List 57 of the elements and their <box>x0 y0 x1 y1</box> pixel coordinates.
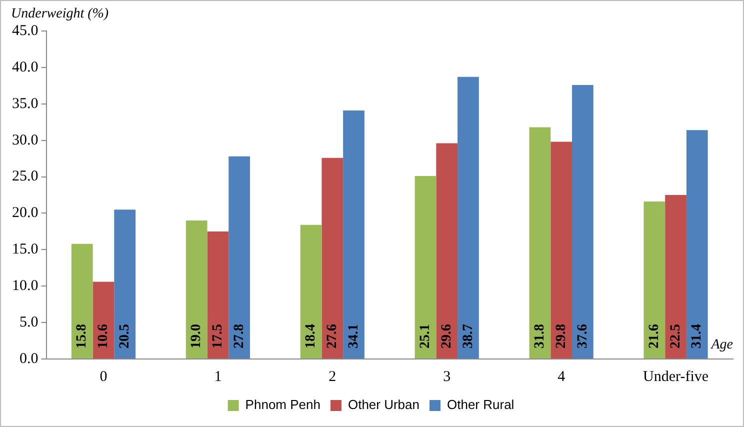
data-label: 18.4 <box>304 324 319 348</box>
data-label: 27.6 <box>325 324 340 348</box>
data-label: 31.8 <box>532 324 548 348</box>
bar <box>458 76 479 358</box>
data-label: 22.5 <box>668 324 684 348</box>
data-label: 20.5 <box>117 324 132 348</box>
data-label: 21.6 <box>647 324 662 348</box>
data-label: 17.5 <box>210 324 226 348</box>
data-label: 15.8 <box>74 324 90 348</box>
bar <box>414 176 436 358</box>
x-tick-label: Under-five <box>643 368 709 385</box>
x-tick-label: 3 <box>443 368 451 385</box>
y-tick-label: 5.0 <box>20 314 38 330</box>
y-axis-title: Underweight (%) <box>11 6 109 22</box>
bar <box>114 210 136 358</box>
bar <box>322 158 344 358</box>
y-tick-label: 0.0 <box>20 350 38 367</box>
data-label: 34.1 <box>346 324 362 348</box>
legend-label: Other Urban <box>348 397 420 412</box>
x-axis-title: Age <box>710 338 733 353</box>
y-tick-label: 25.0 <box>12 168 38 185</box>
y-tick-label: 15.0 <box>12 242 38 258</box>
bar <box>644 202 666 358</box>
bar <box>228 156 250 358</box>
y-tick-label: 40.0 <box>12 59 38 76</box>
bar <box>186 220 208 358</box>
y-tick-label: 20.0 <box>12 205 38 222</box>
x-tick-label: 0 <box>100 368 108 385</box>
data-label: 10.6 <box>96 324 112 348</box>
legend-label: Other Rural <box>447 397 514 412</box>
data-label: 29.8 <box>554 324 569 348</box>
data-label: 27.8 <box>232 324 247 348</box>
data-label: 19.0 <box>189 324 204 348</box>
data-label: 25.1 <box>418 324 434 348</box>
x-tick-label: 4 <box>558 368 566 385</box>
y-tick-label: 10.0 <box>12 278 38 294</box>
bar <box>300 224 322 358</box>
bar <box>92 282 114 358</box>
x-tick-label: 2 <box>328 368 336 385</box>
y-tick-label: 35.0 <box>12 96 38 112</box>
bar <box>343 110 364 358</box>
legend-label: Phnom Penh <box>245 397 320 412</box>
bar <box>550 142 572 358</box>
bar <box>207 231 229 358</box>
data-label: 37.6 <box>575 324 590 348</box>
y-tick-label: 45.0 <box>12 22 38 39</box>
bar <box>436 143 458 358</box>
bar <box>665 195 686 358</box>
x-tick-label: 1 <box>214 368 222 385</box>
data-label: 38.7 <box>460 324 476 348</box>
bar <box>71 244 93 358</box>
bar <box>686 130 708 358</box>
bar <box>572 84 594 358</box>
bar <box>529 127 551 358</box>
y-tick-label: 30.0 <box>12 132 38 148</box>
data-label: 31.4 <box>690 324 705 348</box>
data-label: 29.6 <box>439 324 454 348</box>
